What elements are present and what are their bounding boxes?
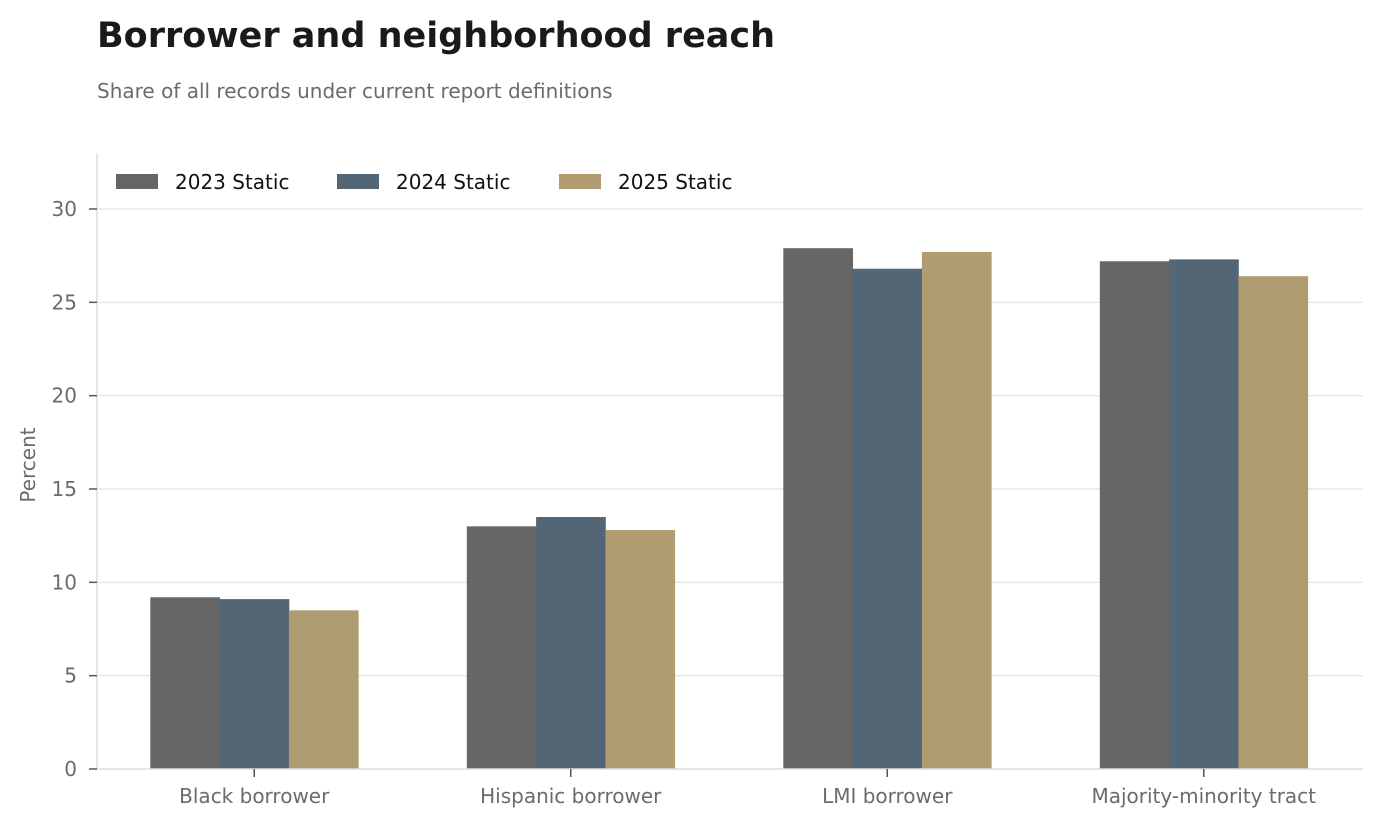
legend-label: 2025 Static [618, 170, 732, 194]
bar[interactable] [536, 517, 606, 769]
legend-label: 2023 Static [175, 170, 289, 194]
y-tick-label: 30 [52, 197, 77, 221]
axes [96, 153, 1363, 770]
y-tick-label: 5 [64, 664, 77, 688]
bar[interactable] [852, 268, 923, 769]
bar[interactable] [783, 248, 853, 769]
y-tick-label: 10 [52, 570, 77, 594]
bar[interactable] [150, 597, 220, 769]
y-axis-ticks: 0 5 10 15 20 25 30 [52, 197, 97, 781]
bar[interactable] [605, 530, 676, 769]
chart-title: Borrower and neighborhood reach [97, 16, 776, 56]
legend[interactable]: 2023 Static 2024 Static 2025 Static [116, 170, 732, 194]
bar[interactable] [1099, 261, 1170, 769]
y-tick-label: 0 [64, 757, 77, 781]
bar[interactable] [1169, 259, 1239, 769]
legend-item[interactable]: 2025 Static [559, 170, 732, 194]
x-tick-label: Majority-minority tract [1091, 784, 1316, 808]
y-tick-label: 25 [52, 290, 77, 314]
legend-swatch [337, 174, 379, 189]
bar[interactable] [466, 526, 537, 769]
y-tick-label: 20 [52, 384, 77, 408]
x-axis-ticks: Black borrower Hispanic borrower LMI borro… [179, 769, 1316, 808]
legend-swatch [116, 174, 158, 189]
legend-item[interactable]: 2024 Static [337, 170, 510, 194]
legend-item[interactable]: 2023 Static [116, 170, 289, 194]
x-tick-label: Black borrower [179, 784, 330, 808]
x-tick-label: Hispanic borrower [480, 784, 662, 808]
chart-subtitle: Share of all records under current repor… [97, 79, 613, 103]
bar[interactable] [288, 610, 359, 769]
legend-label: 2024 Static [396, 170, 510, 194]
legend-swatch [559, 174, 601, 189]
x-tick-label: LMI borrower [822, 784, 953, 808]
y-axis-title: Percent [16, 427, 40, 502]
bar[interactable] [921, 251, 992, 769]
bar[interactable] [1238, 276, 1309, 769]
bars [150, 248, 1309, 769]
y-tick-label: 15 [52, 477, 77, 501]
bar[interactable] [219, 599, 290, 769]
